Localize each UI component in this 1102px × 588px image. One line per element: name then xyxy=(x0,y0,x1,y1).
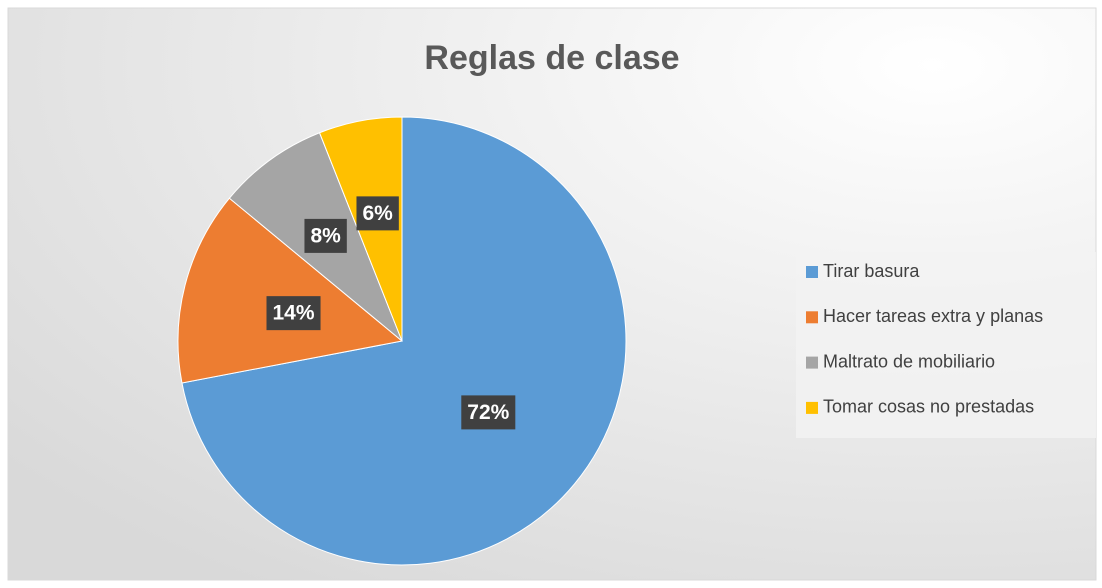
data-label-bg xyxy=(461,395,516,430)
data-label-bg xyxy=(304,218,347,253)
data-label-bg xyxy=(356,196,399,231)
data-label: 6% xyxy=(362,202,393,225)
legend-label: Tirar basura xyxy=(823,261,920,281)
legend-swatch xyxy=(806,311,818,324)
legend-swatch xyxy=(806,356,818,369)
legend-label: Maltrato de mobiliario xyxy=(823,351,995,371)
pie-slice xyxy=(177,197,404,384)
chart-title: Reglas de clase xyxy=(424,39,679,77)
data-label: 72% xyxy=(467,401,509,424)
legend-swatch xyxy=(806,401,818,414)
legend-bg xyxy=(796,252,1096,438)
legend-swatch xyxy=(806,266,818,278)
legend-label: Hacer tareas extra y planas xyxy=(823,306,1043,326)
pie-slice xyxy=(181,116,627,566)
data-label: 14% xyxy=(273,302,315,325)
legend-label: Tomar cosas no prestadas xyxy=(823,397,1034,417)
data-label: 8% xyxy=(310,224,341,247)
data-label-bg xyxy=(266,296,321,331)
